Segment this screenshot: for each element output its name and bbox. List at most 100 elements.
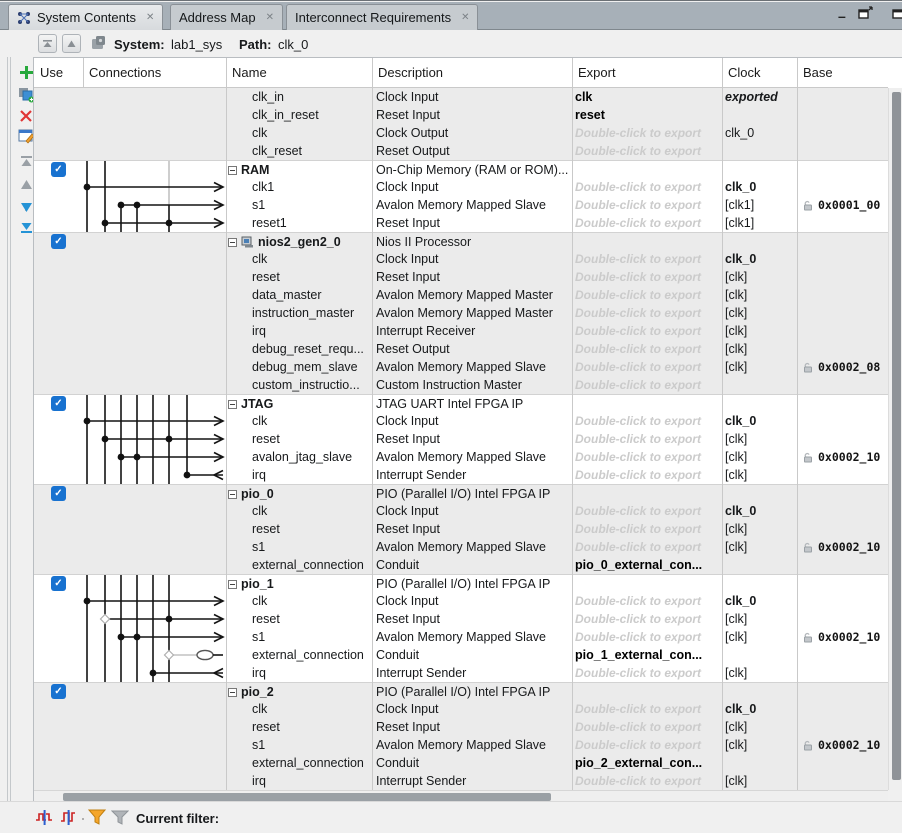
clock-cell[interactable]: [clk] bbox=[725, 630, 748, 644]
clock-cell[interactable]: [clk] bbox=[725, 288, 748, 302]
use-checkbox[interactable]: ✓ bbox=[51, 396, 66, 411]
export-cell[interactable]: Double-click to export bbox=[575, 450, 702, 464]
table-row[interactable]: clk Clock Input Double-click to export clk_… bbox=[34, 502, 888, 520]
table-row[interactable]: reset Reset Input Double-click to export [c… bbox=[34, 268, 888, 286]
table-row[interactable]: ✓ pio_0 PIO (Parallel I/O) Intel FPGA IP bbox=[34, 484, 888, 502]
clock-cell[interactable]: clk_0 bbox=[725, 594, 757, 608]
table-row[interactable]: clk Clock Input Double-click to export clk_… bbox=[34, 250, 888, 268]
export-cell[interactable]: Double-click to export bbox=[575, 540, 702, 554]
export-cell[interactable]: Double-click to export bbox=[575, 144, 702, 158]
scrollbar-thumb[interactable] bbox=[892, 92, 901, 780]
table-row[interactable]: reset Reset Input Double-click to export [c… bbox=[34, 718, 888, 736]
table-row[interactable]: reset Reset Input Double-click to export [c… bbox=[34, 430, 888, 448]
close-icon[interactable]: ✕ bbox=[265, 11, 274, 23]
table-row[interactable]: reset Reset Input Double-click to export [c… bbox=[34, 610, 888, 628]
clock-cell[interactable] bbox=[722, 142, 797, 160]
table-row[interactable]: s1 Avalon Memory Mapped Slave Double-click… bbox=[34, 196, 888, 214]
splitter-handle[interactable] bbox=[10, 57, 11, 833]
show-clock-domains-icon[interactable] bbox=[35, 808, 54, 827]
table-row[interactable]: clk1 Clock Input Double-click to export clk… bbox=[34, 178, 888, 196]
export-cell[interactable]: Double-click to export bbox=[575, 522, 702, 536]
table-row[interactable]: external_connection Conduit pio_1_external… bbox=[34, 646, 888, 664]
clock-cell[interactable]: [clk] bbox=[725, 324, 748, 338]
clock-cell[interactable]: exported bbox=[725, 90, 778, 104]
window-button-clipped[interactable] bbox=[892, 6, 902, 24]
export-cell[interactable]: Double-click to export bbox=[575, 288, 702, 302]
add-component-button[interactable] bbox=[17, 63, 35, 81]
table-row[interactable]: instruction_master Avalon Memory Mapped M… bbox=[34, 304, 888, 322]
column-header-export[interactable]: Export bbox=[578, 65, 616, 80]
clock-cell[interactable]: clk_0 bbox=[725, 702, 757, 716]
table-row[interactable]: ✓ pio_2 PIO (Parallel I/O) Intel FPGA IP bbox=[34, 682, 888, 700]
export-cell[interactable]: clk bbox=[575, 90, 593, 104]
move-up-button[interactable] bbox=[17, 175, 35, 193]
table-row[interactable]: ✓ RAM On-Chip Memory (RAM or ROM)... bbox=[34, 160, 888, 178]
column-header-base[interactable]: Base bbox=[803, 65, 833, 80]
collapse-icon[interactable] bbox=[228, 238, 237, 247]
duplicate-button[interactable] bbox=[17, 85, 35, 103]
table-row[interactable]: custom_instructio... Custom Instruction M… bbox=[34, 376, 888, 394]
export-cell[interactable]: Double-click to export bbox=[575, 324, 702, 338]
close-icon[interactable]: ✕ bbox=[461, 11, 470, 23]
table-row[interactable]: external_connection Conduit pio_2_external… bbox=[34, 754, 888, 772]
export-cell[interactable]: Double-click to export bbox=[575, 126, 702, 140]
export-cell[interactable]: Double-click to export bbox=[575, 342, 702, 356]
table-row[interactable]: clk_reset Reset Output Double-click to exp… bbox=[34, 142, 888, 160]
minimize-button[interactable]: – bbox=[838, 8, 846, 24]
export-cell[interactable]: Double-click to export bbox=[575, 252, 702, 266]
clock-cell[interactable] bbox=[722, 754, 797, 772]
table-row[interactable]: clk_in Clock Input clk exported bbox=[34, 88, 888, 106]
clock-cell[interactable]: [clk] bbox=[725, 450, 748, 464]
table-row[interactable]: debug_reset_requ... Reset Output Double-cl… bbox=[34, 340, 888, 358]
export-cell[interactable]: Double-click to export bbox=[575, 738, 702, 752]
export-cell[interactable]: Double-click to export bbox=[575, 504, 702, 518]
export-cell[interactable]: Double-click to export bbox=[575, 180, 702, 194]
export-cell[interactable] bbox=[572, 485, 722, 503]
table-row[interactable]: ✓ JTAG JTAG UART Intel FPGA IP bbox=[34, 394, 888, 412]
column-header-name[interactable]: Name bbox=[232, 65, 267, 80]
close-icon[interactable]: ✕ bbox=[146, 11, 155, 23]
export-cell[interactable]: Double-click to export bbox=[575, 360, 702, 374]
float-window-button[interactable] bbox=[858, 6, 873, 24]
table-row[interactable]: clk Clock Input Double-click to export clk_… bbox=[34, 412, 888, 430]
clock-cell[interactable] bbox=[722, 556, 797, 574]
clear-filter-icon[interactable] bbox=[110, 808, 129, 827]
tab-system-contents[interactable]: System Contents ✕ bbox=[8, 4, 164, 30]
collapse-icon[interactable] bbox=[228, 166, 237, 175]
table-row[interactable]: s1 Avalon Memory Mapped Slave Double-click… bbox=[34, 538, 888, 556]
clock-cell[interactable] bbox=[722, 646, 797, 664]
clock-cell[interactable]: [clk1] bbox=[725, 198, 755, 212]
table-row[interactable]: irq Interrupt Sender Double-click to expor… bbox=[34, 466, 888, 484]
export-cell[interactable]: Double-click to export bbox=[575, 630, 702, 644]
export-cell[interactable]: reset bbox=[575, 108, 605, 122]
clock-cell[interactable]: [clk] bbox=[725, 468, 748, 482]
export-cell[interactable]: Double-click to export bbox=[575, 702, 702, 716]
table-row[interactable]: s1 Avalon Memory Mapped Slave Double-click… bbox=[34, 736, 888, 754]
base-cell[interactable]: 0x0002_10 bbox=[797, 538, 888, 556]
clock-cell[interactable] bbox=[722, 161, 797, 179]
export-cell[interactable]: Double-click to export bbox=[575, 306, 702, 320]
move-top-button[interactable] bbox=[17, 152, 35, 170]
move-bottom-button[interactable] bbox=[17, 219, 35, 237]
clock-cell[interactable]: clk_0 bbox=[725, 414, 757, 428]
export-cell[interactable]: Double-click to export bbox=[575, 774, 702, 788]
export-cell[interactable]: Double-click to export bbox=[575, 216, 702, 230]
table-row[interactable]: clk Clock Input Double-click to export clk_… bbox=[34, 700, 888, 718]
clock-cell[interactable] bbox=[722, 395, 797, 413]
export-cell[interactable] bbox=[572, 683, 722, 701]
use-checkbox[interactable]: ✓ bbox=[51, 486, 66, 501]
use-checkbox[interactable]: ✓ bbox=[51, 576, 66, 591]
table-row[interactable]: s1 Avalon Memory Mapped Slave Double-click… bbox=[34, 628, 888, 646]
export-cell[interactable]: Double-click to export bbox=[575, 612, 702, 626]
remove-button[interactable] bbox=[17, 107, 35, 125]
clock-cell[interactable] bbox=[722, 485, 797, 503]
use-checkbox[interactable]: ✓ bbox=[51, 684, 66, 699]
tab-interconnect-requirements[interactable]: Interconnect Requirements ✕ bbox=[286, 4, 479, 30]
export-cell[interactable]: Double-click to export bbox=[575, 432, 702, 446]
column-header-description[interactable]: Description bbox=[378, 65, 444, 80]
clock-cell[interactable] bbox=[722, 106, 797, 124]
horizontal-scrollbar[interactable] bbox=[34, 790, 888, 802]
export-cell[interactable]: Double-click to export bbox=[575, 414, 702, 428]
clock-cell[interactable]: [clk1] bbox=[725, 216, 755, 230]
clock-cell[interactable] bbox=[722, 683, 797, 701]
